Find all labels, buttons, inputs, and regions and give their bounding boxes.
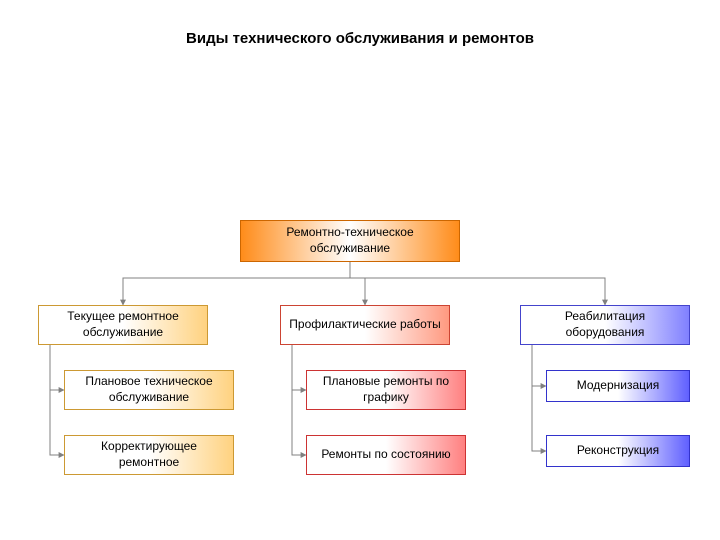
node-n2a: Профилактические работы [280,305,450,345]
node-n1a: Текущее ремонтное обслуживание [38,305,208,345]
node-n2b: Плановые ремонты по графику [306,370,466,410]
node-root: Ремонтно-техническое обслуживание [240,220,460,262]
node-n1c: Корректирующее ремонтное [64,435,234,475]
page-title: Виды технического обслуживания и ремонто… [0,30,720,47]
node-n2c: Ремонты по состоянию [306,435,466,475]
node-n1b: Плановое техническое обслуживание [64,370,234,410]
node-n3a: Реабилитация оборудования [520,305,690,345]
node-n3c: Реконструкция [546,435,690,467]
node-n3b: Модернизация [546,370,690,402]
